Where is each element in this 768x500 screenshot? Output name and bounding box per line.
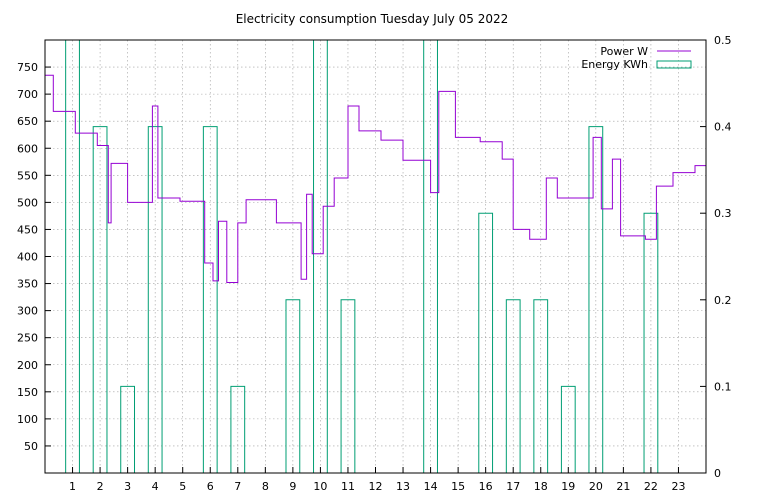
power-series <box>45 74 706 283</box>
y-tick-label: 250 <box>17 332 38 345</box>
x-tick-label: 2 <box>97 480 104 493</box>
y-tick-label: 50 <box>24 440 38 453</box>
y-tick-label: 700 <box>17 88 38 101</box>
x-tick-label: 18 <box>534 480 548 493</box>
legend-label-energy: Energy KWh <box>581 58 648 71</box>
y-tick-label: 150 <box>17 386 38 399</box>
legend: Power W Energy KWh <box>581 45 692 71</box>
y-tick-label: 400 <box>17 251 38 264</box>
energy-box <box>230 385 246 473</box>
energy-box <box>588 126 604 473</box>
axis-ticks: 5010015020025030035040045050055060065070… <box>17 34 732 493</box>
y2-tick-label: 0 <box>714 467 721 480</box>
x-tick-label: 5 <box>179 480 186 493</box>
x-tick-label: 20 <box>589 480 603 493</box>
y2-tick-label: 0.4 <box>714 121 732 134</box>
y-tick-label: 100 <box>17 413 38 426</box>
legend-label-power: Power W <box>600 45 648 58</box>
energy-box <box>478 212 494 473</box>
x-tick-label: 13 <box>396 480 410 493</box>
x-tick-label: 10 <box>313 480 327 493</box>
x-tick-label: 7 <box>234 480 241 493</box>
y2-tick-label: 0.3 <box>714 207 732 220</box>
x-tick-label: 3 <box>124 480 131 493</box>
energy-box <box>147 126 163 473</box>
y2-tick-label: 0.5 <box>714 34 732 47</box>
y-tick-label: 200 <box>17 359 38 372</box>
y-tick-label: 650 <box>17 115 38 128</box>
y-tick-label: 300 <box>17 305 38 318</box>
x-tick-label: 17 <box>506 480 520 493</box>
x-tick-label: 12 <box>369 480 383 493</box>
y2-tick-label: 0.2 <box>714 294 732 307</box>
y-tick-label: 350 <box>17 278 38 291</box>
x-tick-label: 4 <box>152 480 159 493</box>
y-tick-label: 500 <box>17 196 38 209</box>
x-tick-label: 21 <box>616 480 630 493</box>
energy-box <box>340 299 356 473</box>
x-tick-label: 22 <box>644 480 658 493</box>
legend-swatch-energy <box>656 60 692 69</box>
x-tick-label: 1 <box>69 480 76 493</box>
y-tick-label: 550 <box>17 169 38 182</box>
y2-tick-label: 0.1 <box>714 380 732 393</box>
x-tick-label: 11 <box>341 480 355 493</box>
x-tick-label: 9 <box>289 480 296 493</box>
x-tick-label: 19 <box>561 480 575 493</box>
energy-box <box>285 299 301 473</box>
y-tick-label: 600 <box>17 142 38 155</box>
energy-box <box>92 126 108 473</box>
energy-box <box>560 385 576 473</box>
power-line <box>45 74 706 283</box>
energy-box <box>643 212 659 473</box>
y-tick-label: 450 <box>17 223 38 236</box>
x-tick-label: 15 <box>451 480 465 493</box>
energy-box <box>202 126 218 473</box>
x-tick-label: 8 <box>262 480 269 493</box>
grid-lines <box>45 40 706 473</box>
energy-box <box>120 385 136 473</box>
x-tick-label: 14 <box>424 480 438 493</box>
chart-title: Electricity consumption Tuesday July 05 … <box>236 12 509 26</box>
y-tick-label: 750 <box>17 61 38 74</box>
energy-box <box>505 299 521 473</box>
x-tick-label: 16 <box>479 480 493 493</box>
x-tick-label: 23 <box>671 480 685 493</box>
x-tick-label: 6 <box>207 480 214 493</box>
energy-box <box>533 299 549 473</box>
